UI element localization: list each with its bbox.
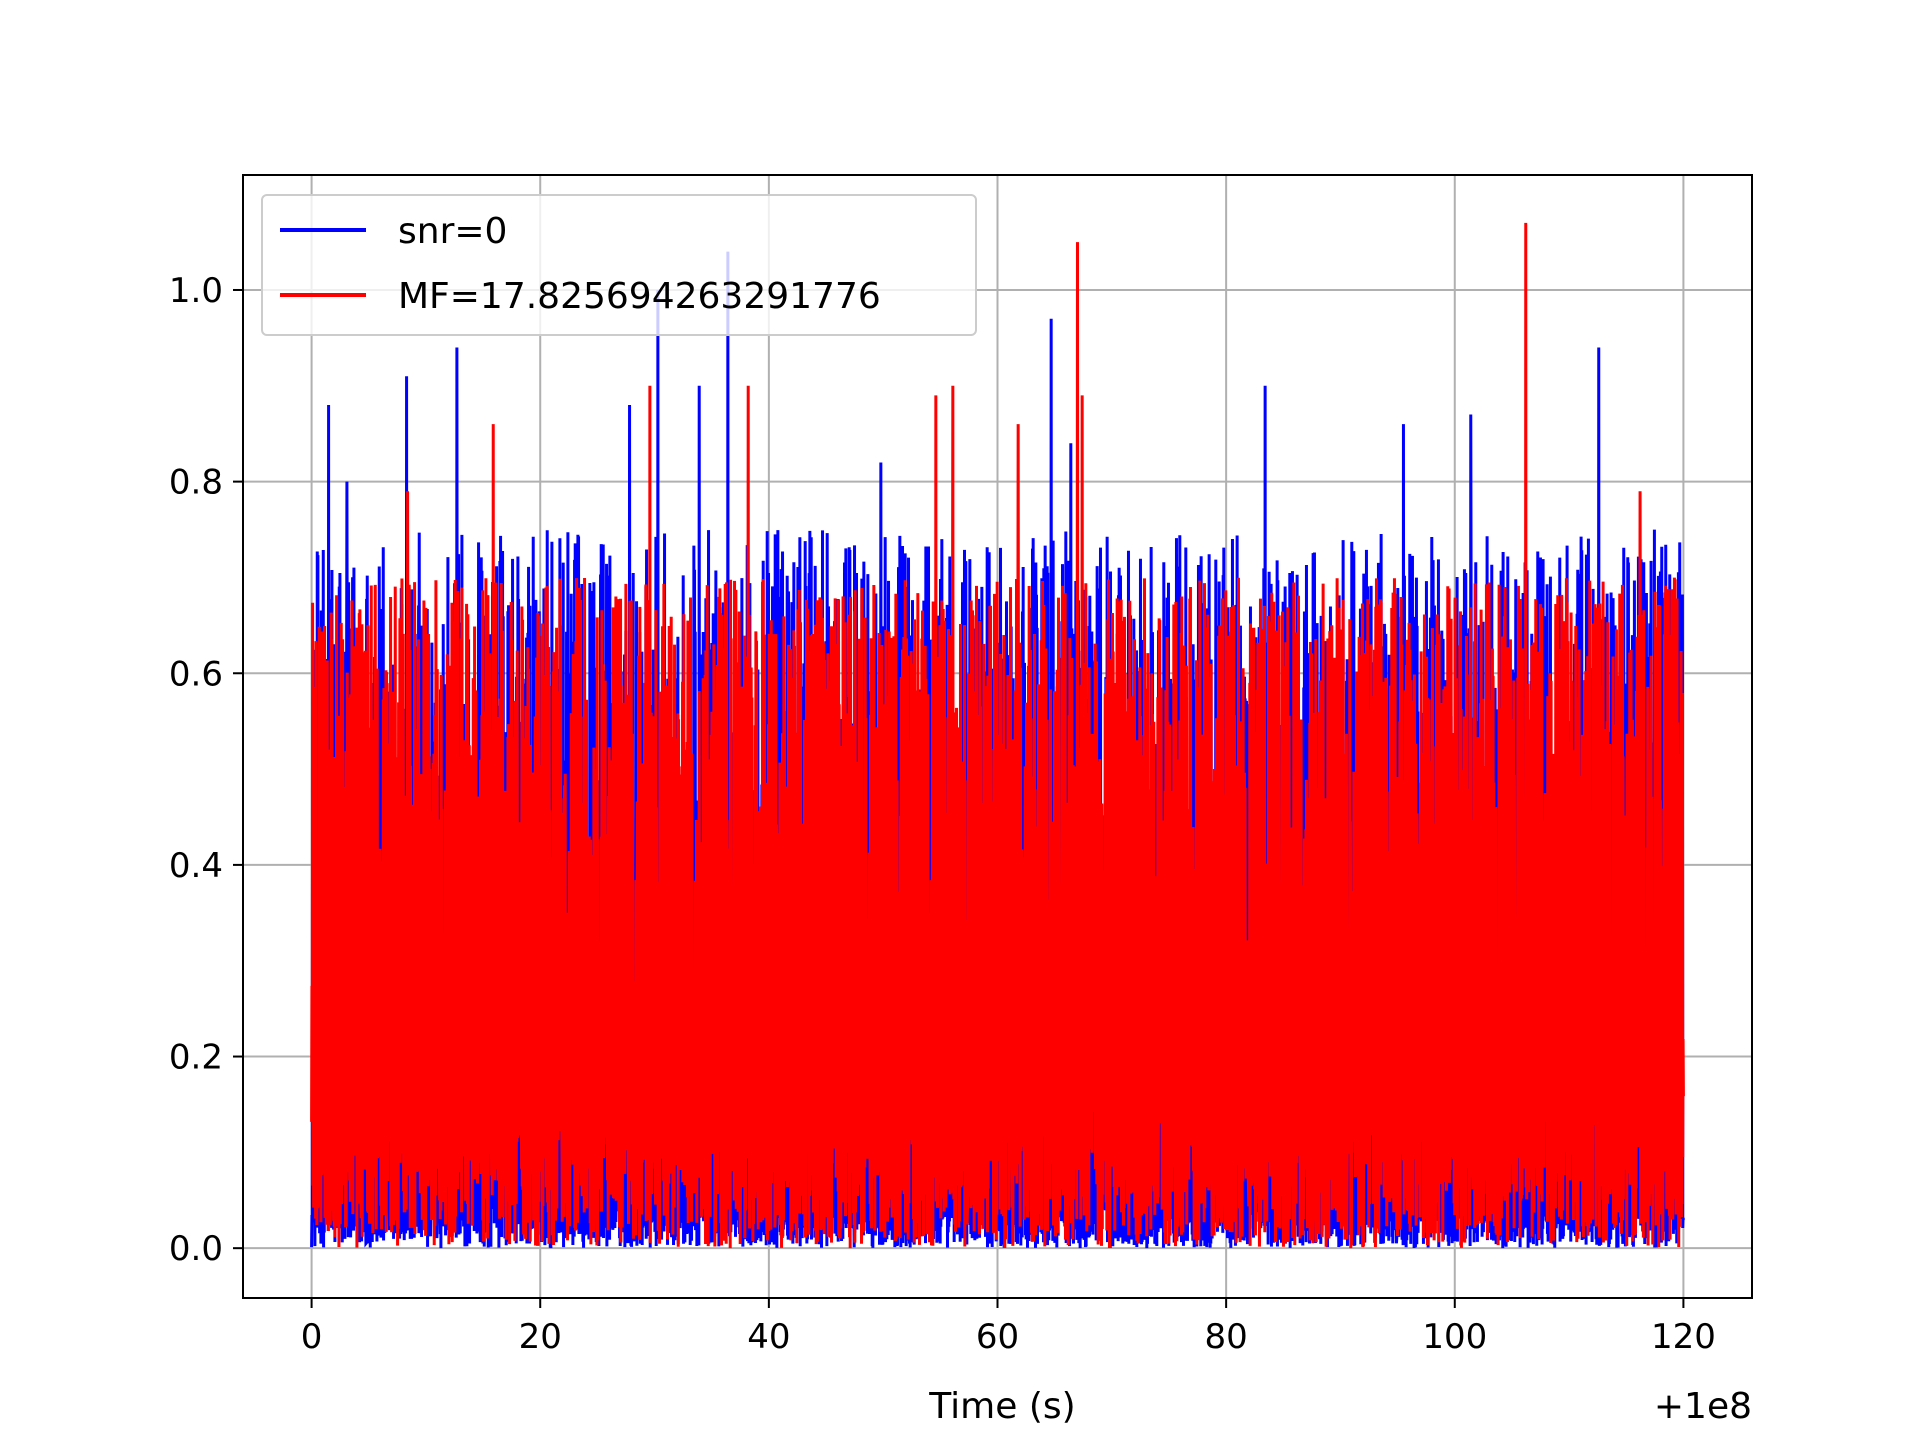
x-axis-label: Time (s) [928, 1386, 1075, 1427]
y-tick-label: 0.6 [169, 654, 223, 694]
legend-label-mf: MF=17.825694263291776 [398, 276, 881, 317]
y-tick-label: 1.0 [169, 271, 223, 311]
y-tick-label: 0.8 [169, 463, 223, 503]
x-tick-label: 0 [301, 1317, 323, 1357]
x-tick-label: 60 [976, 1317, 1019, 1357]
x-axis-offset-label: +1e8 [1654, 1386, 1752, 1427]
y-axis: 0.0 0.2 0.4 0.6 0.8 1.0 [169, 271, 243, 1269]
series-line-1 [310, 222, 1685, 1249]
x-tick-label: 20 [519, 1317, 562, 1357]
legend-label-snr: snr=0 [398, 211, 507, 252]
x-tick-label: 100 [1422, 1317, 1487, 1357]
x-tick-label: 120 [1651, 1317, 1716, 1357]
legend: snr=0 MF=17.825694263291776 [261, 194, 977, 336]
x-tick-label: 40 [747, 1317, 790, 1357]
y-tick-label: 0.4 [169, 846, 223, 886]
plot-series [310, 222, 1685, 1249]
legend-box [261, 194, 977, 336]
x-tick-label: 80 [1205, 1317, 1248, 1357]
x-axis: 0 20 40 60 80 100 120 [301, 1298, 1716, 1357]
y-tick-label: 0.2 [169, 1038, 223, 1078]
y-tick-label: 0.0 [169, 1229, 223, 1269]
